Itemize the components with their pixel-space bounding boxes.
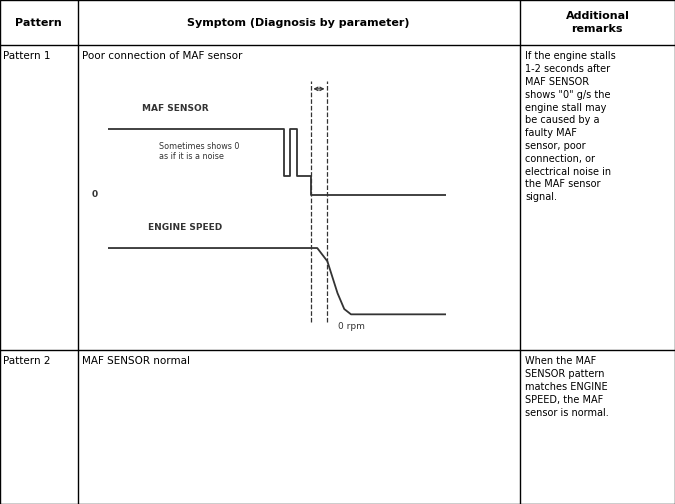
Text: Additional
remarks: Additional remarks [566,12,629,34]
Text: Sometimes shows 0
as if it is a noise: Sometimes shows 0 as if it is a noise [159,142,239,161]
Text: 0: 0 [92,191,98,200]
Text: MAF SENSOR: MAF SENSOR [142,104,209,113]
Text: Pattern 2: Pattern 2 [3,356,50,366]
Text: ENGINE SPEED: ENGINE SPEED [148,223,223,232]
Text: Pattern: Pattern [16,18,62,28]
Text: If the engine stalls
1-2 seconds after
MAF SENSOR
shows "0" g/s the
engine stall: If the engine stalls 1-2 seconds after M… [525,51,616,202]
Text: MAF SENSOR normal: MAF SENSOR normal [82,356,190,366]
Text: 0 rpm: 0 rpm [338,322,364,331]
Text: Symptom (Diagnosis by parameter): Symptom (Diagnosis by parameter) [188,18,410,28]
Text: Pattern 1: Pattern 1 [3,51,50,61]
Text: When the MAF
SENSOR pattern
matches ENGINE
SPEED, the MAF
sensor is normal.: When the MAF SENSOR pattern matches ENGI… [525,356,609,417]
Text: Poor connection of MAF sensor: Poor connection of MAF sensor [82,51,242,61]
